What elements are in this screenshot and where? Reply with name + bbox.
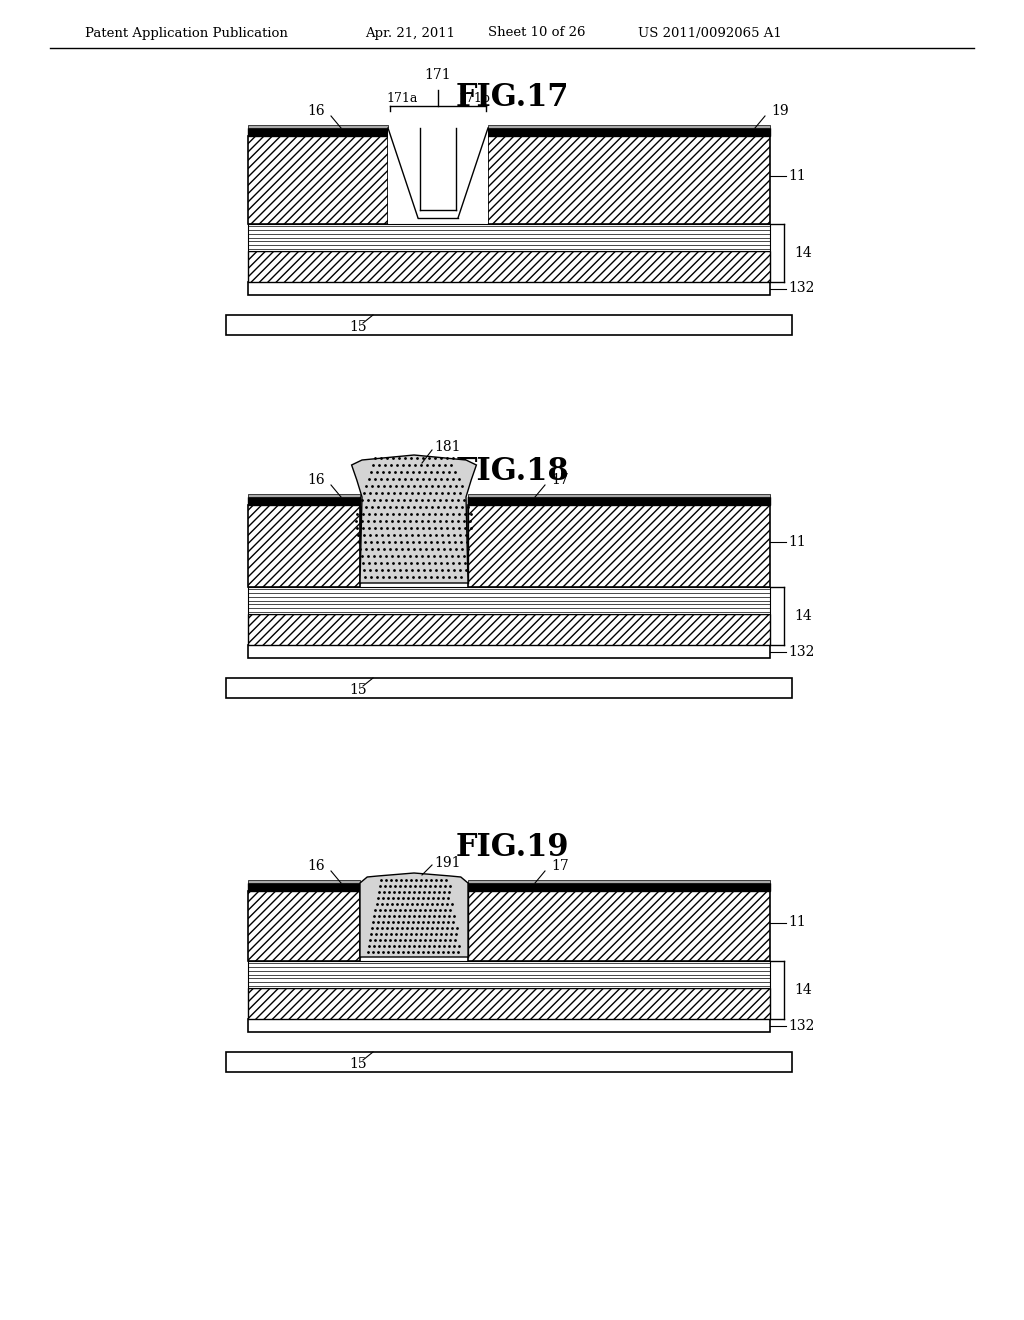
Text: 11: 11	[788, 169, 806, 182]
Polygon shape	[388, 128, 488, 224]
Bar	[248, 224, 770, 251]
Text: 14: 14	[794, 609, 812, 623]
Text: FIG.17: FIG.17	[456, 82, 568, 114]
Bar	[248, 1019, 770, 1032]
Bar	[248, 128, 388, 136]
Bar	[226, 678, 792, 698]
Text: 171b: 171b	[458, 91, 490, 104]
Bar	[468, 880, 770, 883]
Bar	[468, 891, 770, 961]
Text: 171: 171	[425, 69, 452, 82]
Text: 132: 132	[788, 644, 814, 659]
Text: 15: 15	[349, 682, 367, 697]
Text: 19: 19	[771, 104, 788, 117]
Text: Sheet 10 of 26: Sheet 10 of 26	[488, 26, 586, 40]
Bar	[468, 494, 770, 498]
Bar	[488, 136, 770, 224]
Bar	[248, 891, 360, 961]
Bar	[226, 1052, 792, 1072]
Bar	[248, 494, 360, 498]
Bar	[248, 614, 770, 645]
Text: Apr. 21, 2011: Apr. 21, 2011	[365, 26, 455, 40]
Bar	[248, 880, 360, 883]
Text: 17: 17	[551, 473, 569, 487]
Text: 132: 132	[788, 1019, 814, 1032]
Bar	[248, 987, 770, 1019]
Bar	[248, 961, 770, 987]
Bar	[468, 506, 770, 587]
Bar	[248, 506, 360, 587]
Polygon shape	[351, 455, 476, 583]
Bar	[248, 251, 770, 282]
Text: 16: 16	[307, 104, 325, 117]
Bar	[248, 125, 388, 128]
Text: 15: 15	[349, 1057, 367, 1071]
Text: 171a: 171a	[387, 91, 418, 104]
Text: Patent Application Publication: Patent Application Publication	[85, 26, 288, 40]
Text: 16: 16	[307, 473, 325, 487]
Text: 14: 14	[794, 246, 812, 260]
Bar	[248, 883, 360, 891]
Text: FIG.19: FIG.19	[456, 833, 568, 863]
Bar	[248, 587, 770, 614]
Bar	[248, 136, 388, 224]
Text: 181: 181	[434, 440, 461, 454]
Text: 11: 11	[788, 916, 806, 929]
Bar	[226, 315, 792, 335]
Text: US 2011/0092065 A1: US 2011/0092065 A1	[638, 26, 781, 40]
Text: 17: 17	[551, 859, 569, 873]
Text: 132: 132	[788, 281, 814, 296]
Polygon shape	[360, 873, 468, 957]
Text: 15: 15	[349, 319, 367, 334]
Bar	[248, 498, 360, 506]
Bar	[248, 282, 770, 294]
Text: 191: 191	[434, 855, 461, 870]
Text: 11: 11	[788, 535, 806, 549]
Bar	[468, 883, 770, 891]
Text: FIG.18: FIG.18	[456, 457, 568, 487]
Text: 16: 16	[307, 859, 325, 873]
Bar	[488, 128, 770, 136]
Bar	[248, 645, 770, 657]
Bar	[468, 498, 770, 506]
Bar	[488, 125, 770, 128]
Text: 14: 14	[794, 983, 812, 997]
